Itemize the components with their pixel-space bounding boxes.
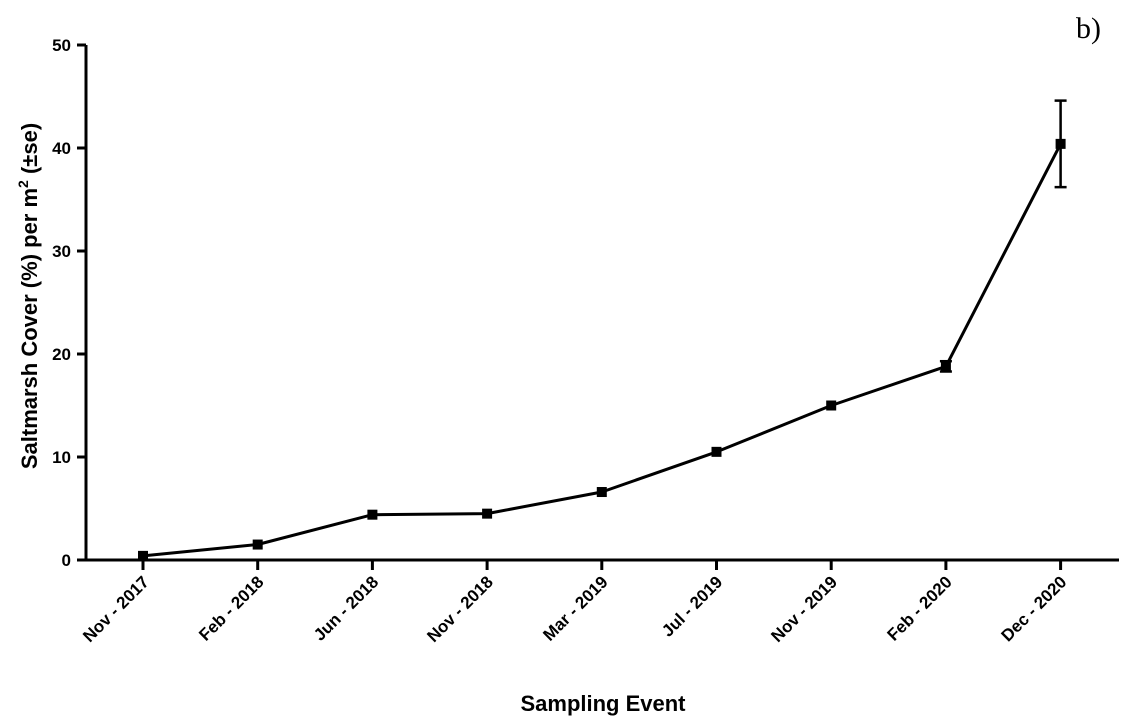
x-tick-label: Mar - 2019 — [539, 572, 611, 644]
x-tick-label: Feb - 2018 — [195, 572, 267, 644]
x-tick-label: Nov - 2017 — [79, 572, 153, 646]
data-point — [711, 446, 722, 457]
x-axis-title: Sampling Event — [520, 691, 686, 716]
y-axis-title: Saltmarsh Cover (%) per m2 (±se) — [15, 123, 42, 469]
data-point — [252, 539, 263, 550]
y-tick-label: 40 — [52, 139, 71, 158]
error-bars — [939, 99, 1067, 373]
x-tick-label: Nov - 2018 — [423, 572, 497, 646]
y-axis-title-main: Saltmarsh Cover (%) per m — [17, 188, 42, 469]
data-point — [1055, 138, 1066, 149]
x-tick-label: Nov - 2019 — [767, 572, 841, 646]
data-point — [482, 508, 493, 519]
y-ticks: 0 10 20 30 40 50 — [52, 36, 86, 570]
y-axis-title-superscript: 2 — [15, 180, 31, 188]
axes — [84, 45, 1119, 562]
data-point — [826, 400, 837, 411]
data-point — [940, 361, 951, 372]
data-point — [138, 550, 148, 561]
y-tick-label: 10 — [52, 448, 71, 467]
y-tick-label: 30 — [52, 242, 71, 261]
data-point — [596, 487, 607, 498]
panel-label: b) — [1076, 12, 1101, 45]
x-tick-label: Jun - 2018 — [310, 572, 382, 644]
x-ticks: Nov - 2017 Feb - 2018 Jun - 2018 Nov - 2018… — [79, 560, 1070, 646]
data-point — [367, 509, 378, 520]
x-tick-label: Feb - 2020 — [883, 572, 955, 644]
y-tick-label: 0 — [62, 551, 71, 570]
data-points — [138, 138, 1066, 561]
y-tick-label: 50 — [52, 36, 71, 55]
x-tick-label: Dec - 2020 — [998, 572, 1071, 645]
x-tick-label: Jul - 2019 — [658, 572, 726, 640]
y-axis-title-suffix: (±se) — [17, 123, 42, 180]
y-tick-label: 20 — [52, 345, 71, 364]
